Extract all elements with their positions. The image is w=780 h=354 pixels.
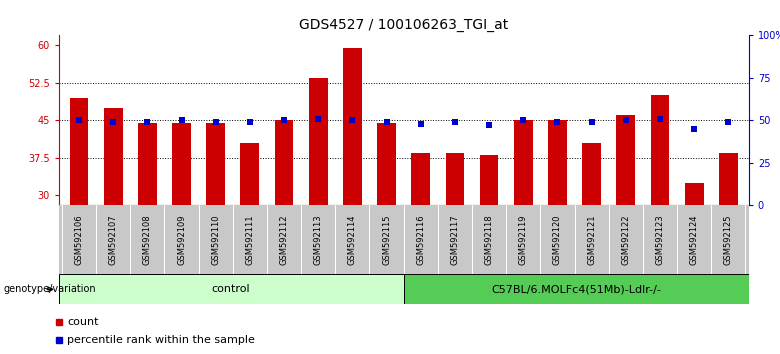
Point [141, 119, 154, 125]
Point [243, 119, 256, 125]
Bar [58, 274, 404, 304]
Point [551, 119, 564, 125]
Point [278, 118, 290, 123]
Point [381, 119, 393, 125]
Bar [275, 120, 293, 205]
Text: GSM592110: GSM592110 [211, 215, 220, 265]
Bar [548, 120, 567, 205]
Text: GSM592121: GSM592121 [587, 215, 596, 265]
Text: GSM592108: GSM592108 [143, 215, 152, 265]
Text: GSM592118: GSM592118 [484, 215, 494, 265]
Text: GSM592109: GSM592109 [177, 215, 186, 265]
Point [448, 119, 461, 125]
Text: GSM592111: GSM592111 [246, 215, 254, 265]
Text: GSM592107: GSM592107 [108, 215, 118, 265]
Bar [616, 115, 635, 205]
Point [722, 119, 735, 125]
Point [585, 119, 597, 125]
Text: count: count [67, 317, 99, 327]
Bar [411, 153, 430, 205]
Text: GSM592113: GSM592113 [314, 215, 323, 265]
Text: GSM592115: GSM592115 [382, 215, 391, 265]
Text: GSM592120: GSM592120 [553, 215, 562, 265]
Point [483, 122, 495, 128]
Bar [404, 274, 749, 304]
Bar [343, 48, 362, 205]
Bar [104, 108, 122, 205]
Title: GDS4527 / 100106263_TGI_at: GDS4527 / 100106263_TGI_at [299, 18, 509, 32]
Text: GSM592116: GSM592116 [417, 215, 425, 265]
Bar [69, 98, 88, 205]
Text: percentile rank within the sample: percentile rank within the sample [67, 335, 255, 345]
Text: GSM592125: GSM592125 [724, 215, 732, 265]
Text: GSM592123: GSM592123 [655, 215, 665, 265]
Point [414, 121, 427, 127]
Bar [685, 183, 704, 205]
Point [312, 116, 324, 121]
Bar [309, 78, 328, 205]
Bar [378, 123, 396, 205]
Text: GSM592117: GSM592117 [450, 215, 459, 265]
Text: GSM592119: GSM592119 [519, 215, 528, 265]
Point [619, 118, 632, 123]
Bar [206, 123, 225, 205]
Bar [719, 153, 738, 205]
Bar [582, 143, 601, 205]
Text: GSM592106: GSM592106 [75, 215, 83, 265]
Text: control: control [211, 284, 250, 295]
Text: GSM592124: GSM592124 [690, 215, 699, 265]
Point [210, 119, 222, 125]
Point [517, 118, 530, 123]
Text: GSM592114: GSM592114 [348, 215, 357, 265]
Text: genotype/variation: genotype/variation [4, 284, 97, 295]
Text: C57BL/6.MOLFc4(51Mb)-Ldlr-/-: C57BL/6.MOLFc4(51Mb)-Ldlr-/- [491, 284, 661, 295]
Point [73, 118, 85, 123]
Bar [445, 153, 464, 205]
Point [688, 126, 700, 132]
Bar [514, 120, 533, 205]
Bar [651, 95, 669, 205]
Bar [172, 123, 191, 205]
Bar [480, 155, 498, 205]
Text: GSM592112: GSM592112 [279, 215, 289, 265]
Point [654, 116, 666, 121]
Point [346, 118, 359, 123]
Bar [240, 143, 259, 205]
Point [176, 118, 188, 123]
Point [107, 119, 119, 125]
Text: GSM592122: GSM592122 [622, 215, 630, 265]
Bar [138, 123, 157, 205]
